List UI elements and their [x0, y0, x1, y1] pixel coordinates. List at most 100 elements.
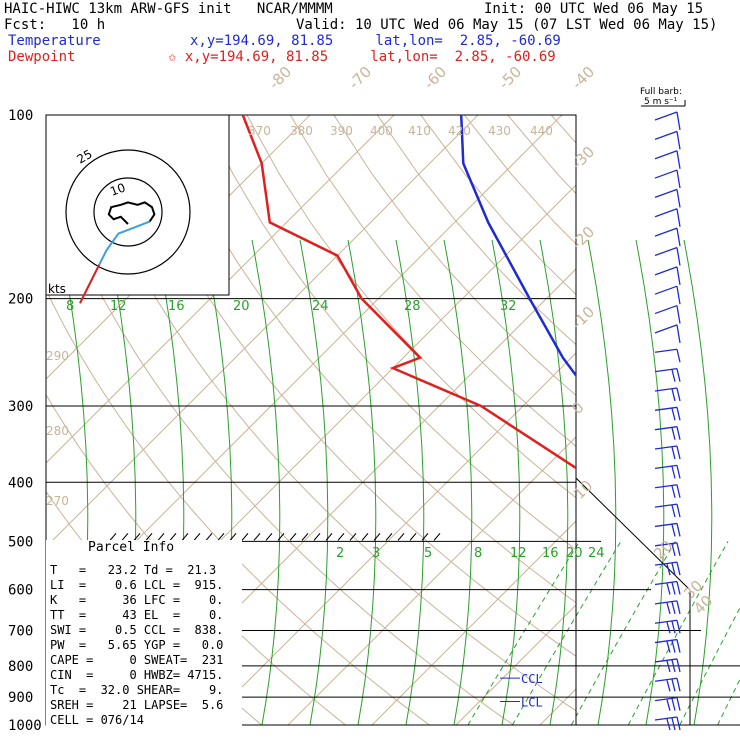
moist-adiabat	[635, 239, 665, 726]
isotherm	[708, 115, 740, 725]
hodo-trace	[107, 201, 156, 225]
tick-mark	[145, 533, 153, 541]
parcel-row: K = 36 LFC = 0.	[50, 593, 224, 607]
isotherm-label: -40	[568, 63, 598, 93]
dry-adiabat	[595, 115, 740, 725]
wind-barb-feather	[676, 445, 681, 460]
wind-barb-feather	[676, 600, 681, 615]
wind-barb-feather	[666, 699, 671, 711]
wind-barb-staff	[654, 367, 678, 373]
wind-barb-feather	[671, 446, 676, 460]
adiabat-label: 430	[488, 124, 511, 138]
isotherm-label: 10	[570, 477, 596, 503]
model-title: HAIC-HIWC 13km ARW-GFS init NCAR/MMMM	[4, 1, 333, 17]
dewpoint-label: Dewpoint	[8, 49, 76, 65]
wind-barb-feather	[676, 581, 681, 595]
wind-barb-feather	[676, 484, 681, 498]
isotherm	[287, 436, 576, 725]
wind-barb-feather	[676, 266, 681, 285]
isotherm-label: -20	[568, 223, 598, 253]
wind-barb-feather	[666, 583, 671, 595]
pressure-label: 200	[8, 292, 33, 308]
wind-barb-feather	[671, 621, 676, 634]
wind-barb-staff	[654, 677, 678, 682]
wind-barb-feather	[671, 369, 676, 382]
adiabat-label: 380	[290, 124, 313, 138]
isotherm-label: -10	[568, 303, 598, 333]
parcel-info-title: Parcel Info	[88, 540, 175, 555]
wind-barb-staff	[654, 111, 678, 121]
tick-mark	[349, 533, 357, 541]
wind-barb-staff	[654, 638, 678, 644]
adiabat-label: 400	[370, 124, 393, 138]
wind-barb-feather	[671, 524, 676, 537]
tick-mark	[301, 533, 309, 541]
wind-barb-feather	[676, 542, 681, 556]
hodograph: 10 25 kts	[45, 114, 230, 304]
wind-barb-feather	[671, 582, 676, 595]
wind-barb-feather	[671, 427, 676, 440]
pressure-label: 1000	[8, 718, 42, 734]
hodo-ring-label: 10	[108, 180, 127, 198]
tick-mark	[229, 533, 237, 541]
wind-barb-feather	[676, 407, 681, 421]
level-markers: CCL LCL	[500, 672, 543, 709]
wind-barb-staff	[654, 697, 678, 702]
wind-barb-feather	[676, 465, 681, 479]
mixing-ratio-label: 20	[233, 299, 250, 314]
moist-adiabat	[539, 239, 569, 726]
barb-key-label: 5 m s⁻¹	[644, 97, 678, 107]
pressure-label: 400	[8, 475, 33, 491]
dry-adiabat	[550, 115, 576, 144]
wind-barb-staff	[654, 619, 678, 624]
dry-adiabat	[507, 115, 576, 195]
wind-barb-feather	[671, 698, 676, 711]
dry-adiabat	[420, 115, 576, 296]
tick-mark	[397, 533, 405, 541]
wind-barb-staff	[654, 542, 678, 547]
wind-barb-staff	[654, 580, 678, 586]
tick-mark	[169, 533, 177, 541]
tick-mark	[433, 533, 441, 541]
dry-adiabat	[333, 115, 576, 396]
wind-barb-staff	[654, 522, 678, 528]
wind-barb-feather	[671, 543, 676, 556]
moist-adiabat	[251, 239, 281, 726]
wind-barb-feather	[676, 111, 681, 131]
wind-barb-feather	[676, 620, 681, 634]
parcel-row: PW = 5.65 YGP = 0.0	[50, 638, 224, 652]
isotherm	[624, 115, 740, 725]
adiabat-label: 410	[408, 124, 431, 138]
tick-mark	[373, 533, 381, 541]
mixing-ratio-label: 24	[588, 546, 605, 561]
tick-mark	[337, 533, 345, 541]
mixing-ratio-label: 5	[424, 546, 432, 561]
pressure-label: 800	[8, 659, 33, 675]
dry-adiabat	[72, 115, 576, 712]
wind-barb-feather	[676, 368, 681, 382]
hodo-ring-label: 25	[75, 147, 95, 167]
forecast-hour: Fcst: 10 h	[4, 17, 106, 33]
isotherm	[371, 520, 576, 725]
mixing-ratio-label: 16	[542, 546, 559, 561]
wind-barb-staff	[654, 304, 678, 315]
parcel-row: CIN = 0 HWBZ= 4715.	[50, 668, 224, 682]
mixing-ratio-label: 8	[66, 299, 74, 314]
wind-barb-feather	[676, 426, 681, 440]
moist-adiabat	[587, 239, 617, 726]
wind-barb-feather	[671, 659, 676, 673]
wind-barb-feather	[676, 131, 681, 150]
tick-mark	[181, 533, 189, 541]
dry-adiabat	[202, 115, 576, 551]
wind-barb-staff	[654, 208, 678, 218]
dry-adiabat	[376, 115, 576, 346]
mixing-ratio-label: 16	[168, 299, 185, 314]
isotherm-label: 20	[650, 537, 676, 563]
dewpoint-trace	[241, 115, 576, 470]
pressure-label: 100	[8, 108, 33, 124]
adiabat-label: 390	[330, 124, 353, 138]
moist-adiabat	[395, 239, 425, 726]
lcl-marker: LCL	[521, 695, 543, 709]
wind-barb-feather	[671, 679, 676, 692]
